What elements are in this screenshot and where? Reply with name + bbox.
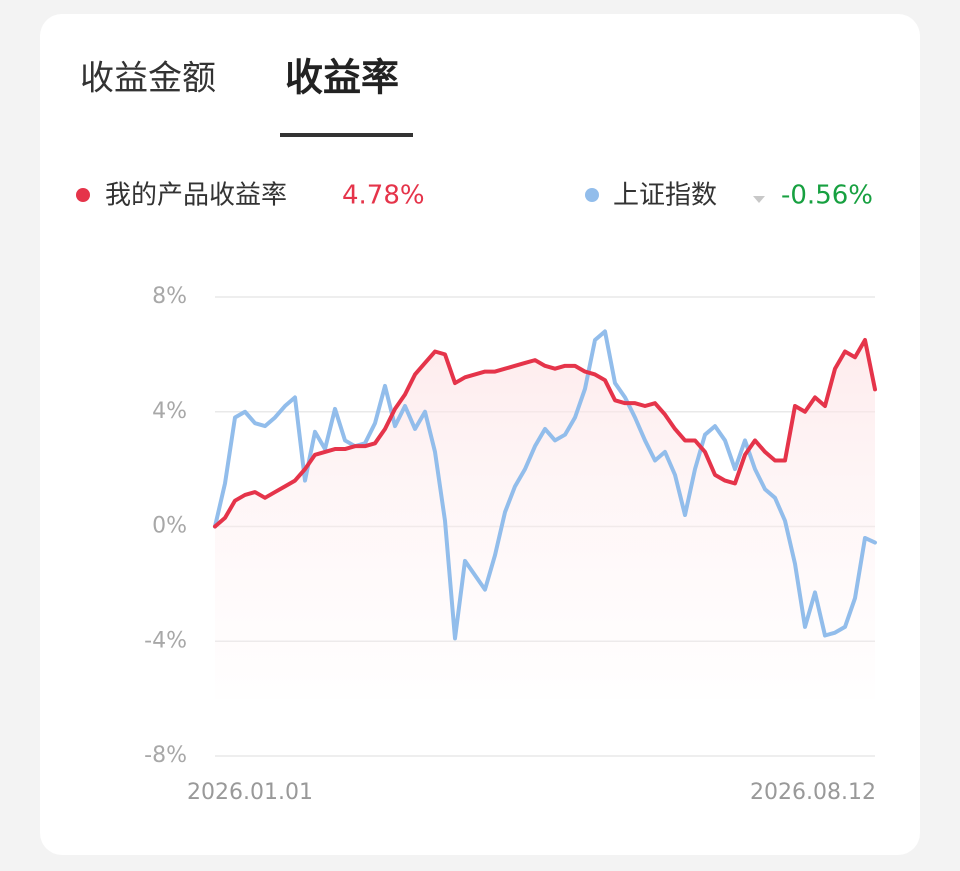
y-tick-label: 4% [152, 399, 187, 424]
y-tick-label: -8% [144, 743, 187, 768]
legend-dot [76, 188, 90, 202]
legend-value: 4.78% [342, 181, 425, 211]
legend-value: -0.56% [781, 181, 873, 211]
area [215, 340, 875, 699]
line [213, 329, 877, 641]
tab-underline [280, 133, 413, 137]
tab-active[interactable]: 收益率 [285, 56, 399, 100]
x-tick-label: 2026.08.12 [750, 780, 876, 805]
legend-dot [585, 188, 599, 202]
legend-label[interactable]: 上证指数 [613, 181, 717, 211]
y-tick-label: 8% [152, 284, 187, 309]
y-tick-label: -4% [144, 628, 187, 653]
dropdown-arrow[interactable] [753, 196, 765, 203]
x-tick-label: 2026.01.01 [187, 780, 313, 805]
legend-label: 我的产品收益率 [105, 181, 287, 211]
y-tick-label: 0% [152, 514, 187, 539]
line [213, 338, 877, 529]
tab[interactable]: 收益金额 [80, 59, 216, 99]
